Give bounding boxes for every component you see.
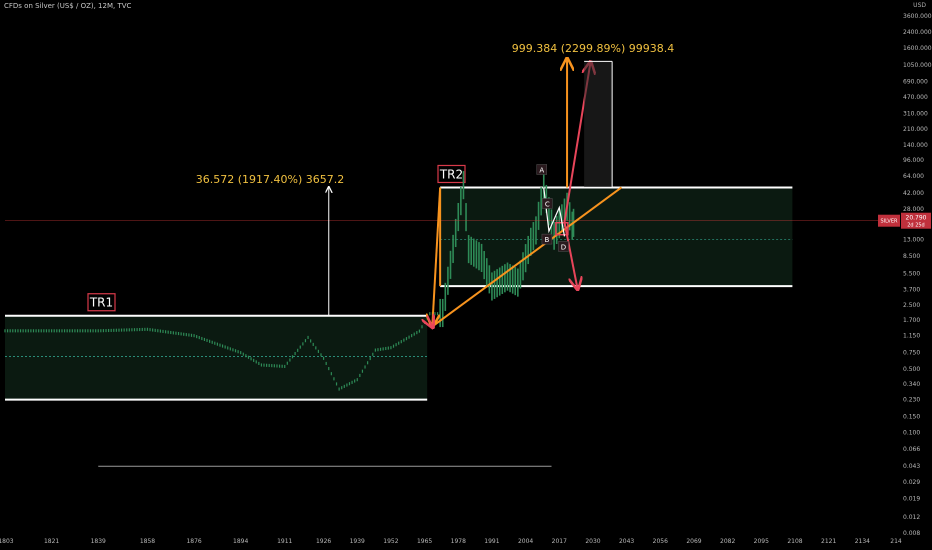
price-tick-label: 0.100 xyxy=(903,430,920,437)
time-axis[interactable]: 1803 1821 1839 1858 1876 1894 1911 1926 1939 1952… xyxy=(0,538,902,545)
measure-label: 36.572 (1917.40%) 3657.2 xyxy=(196,173,345,186)
range-label-box xyxy=(87,293,116,312)
range-boxes: TR1 TR2 xyxy=(5,164,793,401)
wave-path xyxy=(543,187,566,237)
currency-label: USD xyxy=(913,2,926,9)
time-tick-label: 1978 xyxy=(451,538,466,545)
wave-label-box xyxy=(541,233,553,245)
price-tick-label: 0.066 xyxy=(903,446,920,453)
measure-label: 999.384 (2299.89%) 99938.4 xyxy=(512,42,675,55)
price-tag-box xyxy=(901,212,931,229)
time-tick-label: 2043 xyxy=(619,538,634,545)
wave-label-b: B xyxy=(545,236,550,244)
price-tick-label: 0.750 xyxy=(903,350,920,357)
price-tick-label: 8.500 xyxy=(903,253,920,260)
price-tag-countdown: 2d 25d xyxy=(907,223,924,229)
time-tick-label: 1952 xyxy=(383,538,398,545)
wave-label-box xyxy=(542,198,553,209)
time-tick-label: 1911 xyxy=(277,538,292,545)
price-tag-symbol-box xyxy=(878,214,900,227)
time-tick-label: 1939 xyxy=(350,538,365,545)
price-tick-label: 0.500 xyxy=(903,366,920,373)
price-bars xyxy=(4,171,896,391)
price-tick-label: 2.500 xyxy=(903,302,920,309)
time-tick-label: 2056 xyxy=(653,538,668,545)
price-tick-label: 0.230 xyxy=(903,397,920,404)
time-tick-label: 1839 xyxy=(91,538,106,545)
price-tick-label: 0.150 xyxy=(903,414,920,421)
price-tick-label: 0.340 xyxy=(903,381,920,388)
range-label-tr2: TR2 xyxy=(439,167,463,181)
price-tick-label: 1050.000 xyxy=(903,62,932,69)
time-tick-label: 2095 xyxy=(754,538,769,545)
time-tick-label: 2017 xyxy=(552,538,567,545)
price-tick-label: 1600.000 xyxy=(903,45,932,52)
wave-label-box xyxy=(536,164,547,175)
annotations: A B C D 36.572 (1917.40%) 3657.2 999.384 (229… xyxy=(98,42,675,467)
time-tick-label: 1803 xyxy=(0,538,14,545)
price-tag-symbol: SILVER xyxy=(881,219,898,225)
time-tick-label: 1965 xyxy=(417,538,432,545)
tr1-breakout-arrow xyxy=(427,316,432,327)
time-tick-label: 2004 xyxy=(518,538,533,545)
price-tick-label: 42.000 xyxy=(903,190,924,197)
time-tick-label: 2108 xyxy=(787,538,802,545)
time-tick-label: 2030 xyxy=(585,538,600,545)
wave-label-c: C xyxy=(545,200,550,208)
time-tick-label: 2082 xyxy=(720,538,735,545)
symbol-title: CFDs on Silver (US$ / OZ), 12M, TVC xyxy=(4,2,132,10)
price-tick-label: 1.150 xyxy=(903,333,920,340)
price-tick-label: 5.500 xyxy=(903,271,920,278)
range-label-tr1: TR1 xyxy=(89,296,113,310)
price-tick-label: 0.019 xyxy=(903,496,920,503)
time-tick-label: 1991 xyxy=(484,538,499,545)
price-tick-label: 28.000 xyxy=(903,206,924,213)
price-tick-label: 13.000 xyxy=(903,236,924,243)
time-tick-label: 2069 xyxy=(686,538,701,545)
range-box-tr2 xyxy=(440,187,793,287)
price-tick-label: 0.043 xyxy=(903,463,920,470)
price-tick-label: 470.000 xyxy=(903,94,928,101)
time-tick-label: 1821 xyxy=(44,538,59,545)
time-tick-label: 2134 xyxy=(855,538,870,545)
price-tag-value: 20.790 xyxy=(906,215,927,222)
price-tick-label: 310.000 xyxy=(903,110,928,117)
time-tick-label: 1926 xyxy=(316,538,331,545)
price-tick-label: 96.000 xyxy=(903,157,924,164)
price-tick-label: 0.012 xyxy=(903,514,920,521)
time-tick-label: 1858 xyxy=(140,538,155,545)
time-tick-label: 2121 xyxy=(821,538,836,545)
price-tick-label: 0.029 xyxy=(903,479,920,486)
measure-box xyxy=(584,61,613,188)
time-tick-label: 214 xyxy=(890,538,902,545)
trend-line xyxy=(431,186,623,328)
range-label-box xyxy=(437,164,466,184)
range-box-tr1 xyxy=(5,315,428,400)
wave-label-d: D xyxy=(561,243,566,251)
price-tick-label: 1.700 xyxy=(903,317,920,324)
time-tick-label: 1876 xyxy=(186,538,201,545)
price-tick-label: 210.000 xyxy=(903,126,928,133)
price-tick-label: 690.000 xyxy=(903,79,928,86)
time-tick-label: 1894 xyxy=(233,538,248,545)
breakout-leg-arrow xyxy=(432,187,442,325)
price-axis[interactable]: 3600.000 2400.000 1600.000 1050.000 690.000 4… xyxy=(878,13,932,537)
price-tick-label: 3.700 xyxy=(903,286,920,293)
price-tick-label: 0.008 xyxy=(903,530,920,537)
price-tick-label: 140.000 xyxy=(903,142,928,149)
bear-projection-arrow xyxy=(563,222,577,288)
wave-label-a: A xyxy=(539,166,544,174)
price-tick-label: 3600.000 xyxy=(903,13,932,20)
wave-label-box xyxy=(558,241,569,252)
price-tick-label: 2400.000 xyxy=(903,29,932,36)
price-tick-label: 64.000 xyxy=(903,173,924,180)
